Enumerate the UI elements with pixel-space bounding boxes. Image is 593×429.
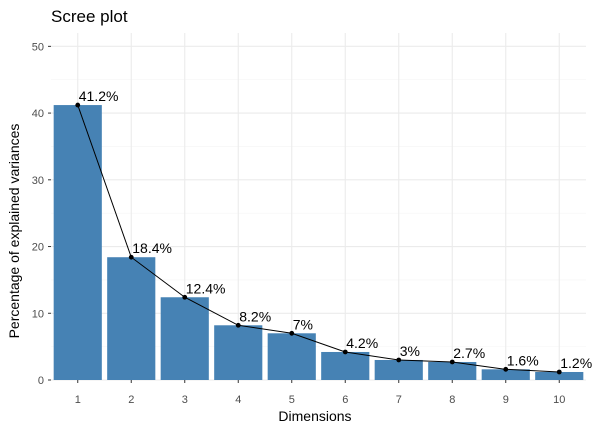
- bar: [535, 371, 584, 380]
- y-tick-label: 0: [38, 375, 44, 387]
- data-point: [503, 366, 509, 372]
- data-label: 4.2%: [346, 335, 378, 351]
- data-label: 1.2%: [560, 355, 592, 371]
- data-label: 3%: [400, 343, 420, 359]
- data-label: 12.4%: [186, 280, 226, 296]
- bar: [53, 105, 102, 381]
- data-point: [128, 254, 134, 260]
- data-label: 2.7%: [453, 345, 485, 361]
- line-series: [77, 104, 560, 373]
- y-tick-label: 50: [32, 41, 44, 53]
- x-tick-label: 10: [553, 394, 565, 406]
- x-tick-label: 9: [503, 394, 509, 406]
- y-tick-label: 30: [32, 175, 44, 187]
- y-axis-ticks: 0 10 20 30 40 50: [32, 41, 51, 387]
- x-tick-label: 3: [182, 394, 188, 406]
- data-point: [449, 359, 455, 365]
- x-tick-label: 2: [128, 394, 134, 406]
- data-label: 41.2%: [79, 88, 119, 104]
- x-tick-label: 7: [396, 394, 402, 406]
- chart-title: Scree plot: [51, 7, 128, 26]
- bar: [374, 359, 423, 380]
- data-point: [342, 349, 348, 355]
- data-point: [75, 102, 81, 108]
- bar: [267, 333, 316, 380]
- bar: [321, 351, 370, 380]
- x-axis-ticks: 1 2 3 4 5 6 7 8 9 10: [75, 380, 565, 406]
- data-point: [289, 330, 295, 336]
- x-tick-label: 1: [75, 394, 81, 406]
- x-tick-label: 5: [289, 394, 295, 406]
- bar: [481, 369, 530, 380]
- data-label: 1.6%: [507, 352, 539, 368]
- x-tick-label: 4: [235, 394, 241, 406]
- points: [75, 102, 562, 375]
- bar: [160, 297, 209, 380]
- data-labels: 41.2% 18.4% 12.4% 8.2% 7% 4.2% 3% 2.7% 1.6% 1.2%: [79, 88, 592, 371]
- x-axis-title: Dimensions: [278, 408, 351, 424]
- x-tick-label: 6: [342, 394, 348, 406]
- data-point: [182, 294, 188, 300]
- y-tick-label: 20: [32, 242, 44, 254]
- bar: [428, 361, 477, 380]
- bar: [214, 325, 263, 380]
- data-point: [235, 322, 241, 328]
- data-point: [396, 357, 402, 363]
- series-line: [77, 104, 560, 373]
- data-point: [556, 369, 562, 375]
- y-tick-label: 40: [32, 108, 44, 120]
- data-label: 18.4%: [132, 240, 172, 256]
- data-label: 8.2%: [239, 308, 271, 324]
- bar: [107, 257, 156, 380]
- x-tick-label: 8: [449, 394, 455, 406]
- y-tick-label: 10: [32, 308, 44, 320]
- data-label: 7%: [293, 316, 313, 332]
- y-axis-title: Percentage of explained variances: [6, 124, 22, 339]
